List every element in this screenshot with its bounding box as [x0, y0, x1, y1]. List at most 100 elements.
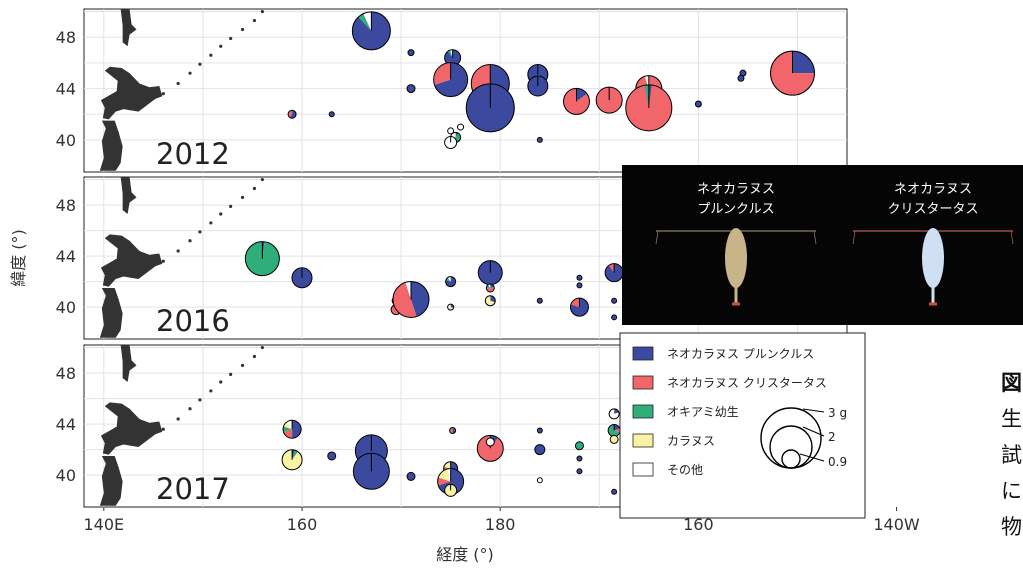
- kuril-island: [229, 204, 233, 208]
- pie-outline: [737, 74, 745, 82]
- pie-slice-other: [405, 281, 411, 300]
- x-tick-label: 180: [485, 515, 516, 534]
- pie-outline: [447, 127, 455, 135]
- pie-slice-calanus: [438, 469, 451, 482]
- pie-slice-plumchrus: [490, 295, 496, 303]
- panel-inner: [84, 345, 847, 507]
- kuril-island: [176, 249, 180, 253]
- pie-outline: [406, 84, 416, 94]
- pie-2012: [444, 49, 462, 67]
- kuril-island: [161, 427, 165, 431]
- pie-2012: [447, 127, 455, 135]
- size-label: 3 g: [828, 406, 847, 420]
- pie-outline: [485, 283, 495, 293]
- pie-slice-plumchrus: [576, 275, 582, 281]
- pie-slice-plumchrus: [614, 408, 619, 414]
- kuril-island: [161, 259, 165, 263]
- photo-caption: プルンクルス: [697, 202, 774, 217]
- pie-slice-cristatus: [625, 85, 672, 131]
- kuril-island: [229, 36, 233, 41]
- pie-2017: [607, 423, 621, 437]
- pie-outline: [611, 314, 618, 321]
- kuril-island: [229, 372, 233, 376]
- pie-2016: [569, 297, 589, 317]
- pie-2017: [608, 408, 620, 420]
- legend-swatch-plumchrus: [632, 346, 654, 361]
- pie-outline: [484, 295, 496, 307]
- legend-swatch-other: [632, 462, 654, 477]
- panel-2012: 40 44 48 2012: [56, 8, 848, 173]
- pie-2016: [611, 297, 618, 304]
- honshu-land: [99, 455, 123, 506]
- pie-outline: [576, 282, 583, 289]
- y-tick-label: 44: [56, 80, 76, 99]
- pie-slice-plumchrus: [445, 276, 456, 287]
- pie-slice-cristatus: [283, 429, 293, 439]
- kuril-island: [188, 239, 192, 243]
- y-axis-title: 緯度 (°): [9, 229, 28, 287]
- panel-frame: [83, 8, 848, 173]
- pie-outline: [694, 100, 702, 108]
- year-label: 2017: [156, 472, 230, 506]
- legend-swatch-cristatus: [632, 375, 654, 390]
- pie-outline: [534, 444, 546, 456]
- antenna-tip: [852, 230, 856, 245]
- pie-outline: [576, 468, 583, 475]
- pie-slice-other: [446, 468, 451, 482]
- pie-slice-cristatus: [608, 263, 615, 273]
- kuril-island: [176, 81, 180, 86]
- photo-caption: クリスタータス: [887, 202, 978, 217]
- pie-2012: [444, 135, 458, 149]
- panel-inner: [84, 9, 847, 172]
- pie-slice-plumchrus: [737, 75, 744, 82]
- pie-slice-plumchrus: [611, 489, 617, 495]
- pie-slice-other: [447, 276, 451, 282]
- x-axis-title: 経度 (°): [436, 545, 494, 564]
- pie-outline: [449, 426, 457, 434]
- pie-slice-plumchrus: [490, 283, 495, 288]
- pie-slice-krill: [575, 441, 584, 450]
- side-caption-char: 試: [1001, 443, 1022, 467]
- pie-outline: [576, 274, 583, 281]
- pie-2016: [447, 303, 455, 311]
- pie-outline: [457, 123, 465, 131]
- y-tick-label: 40: [56, 298, 76, 317]
- pie-slice-plumchrus: [289, 110, 297, 119]
- pie-slice-plumchrus: [576, 468, 582, 474]
- pie-outline: [611, 297, 618, 304]
- pie-slice-plumchrus: [466, 83, 515, 132]
- pie-slice-other: [363, 11, 372, 31]
- pie-slice-calanus: [443, 461, 451, 469]
- pie-slice-plumchrus: [329, 111, 335, 117]
- y-tick-label: 44: [56, 415, 76, 434]
- pie-slice-calanus: [610, 435, 619, 444]
- size-leader: [802, 408, 825, 413]
- kuril-island: [198, 230, 202, 234]
- y-tick-label: 44: [56, 247, 76, 266]
- size-leader: [799, 453, 825, 462]
- pie-2017: [281, 449, 303, 471]
- pie-2012: [433, 62, 469, 98]
- pie-slice-cristatus: [614, 428, 621, 433]
- pie-2012: [406, 84, 416, 94]
- y-tick-label: 40: [56, 131, 76, 150]
- sakhalin-land: [120, 177, 137, 214]
- honshu-land: [99, 120, 123, 171]
- pie-slice-plumchrus: [407, 472, 415, 481]
- pie-slice-plumchrus: [611, 298, 617, 304]
- y-tick-label: 48: [56, 196, 76, 215]
- pie-slice-other: [487, 283, 491, 288]
- pie-slice-plumchrus: [407, 84, 415, 93]
- photo-caption: ネオカラヌス: [697, 182, 775, 197]
- pie-2017: [444, 483, 458, 497]
- pie-slice-plumchrus: [792, 51, 815, 74]
- kuril-island: [260, 177, 264, 182]
- pie-slice-krill: [608, 424, 620, 437]
- pie-2016: [485, 283, 495, 293]
- kuril-island: [188, 71, 192, 75]
- kuril-island: [198, 62, 202, 66]
- body: [725, 228, 747, 288]
- pie-2012: [457, 123, 465, 131]
- year-label: 2016: [156, 304, 230, 338]
- hokkaido-land: [100, 402, 163, 455]
